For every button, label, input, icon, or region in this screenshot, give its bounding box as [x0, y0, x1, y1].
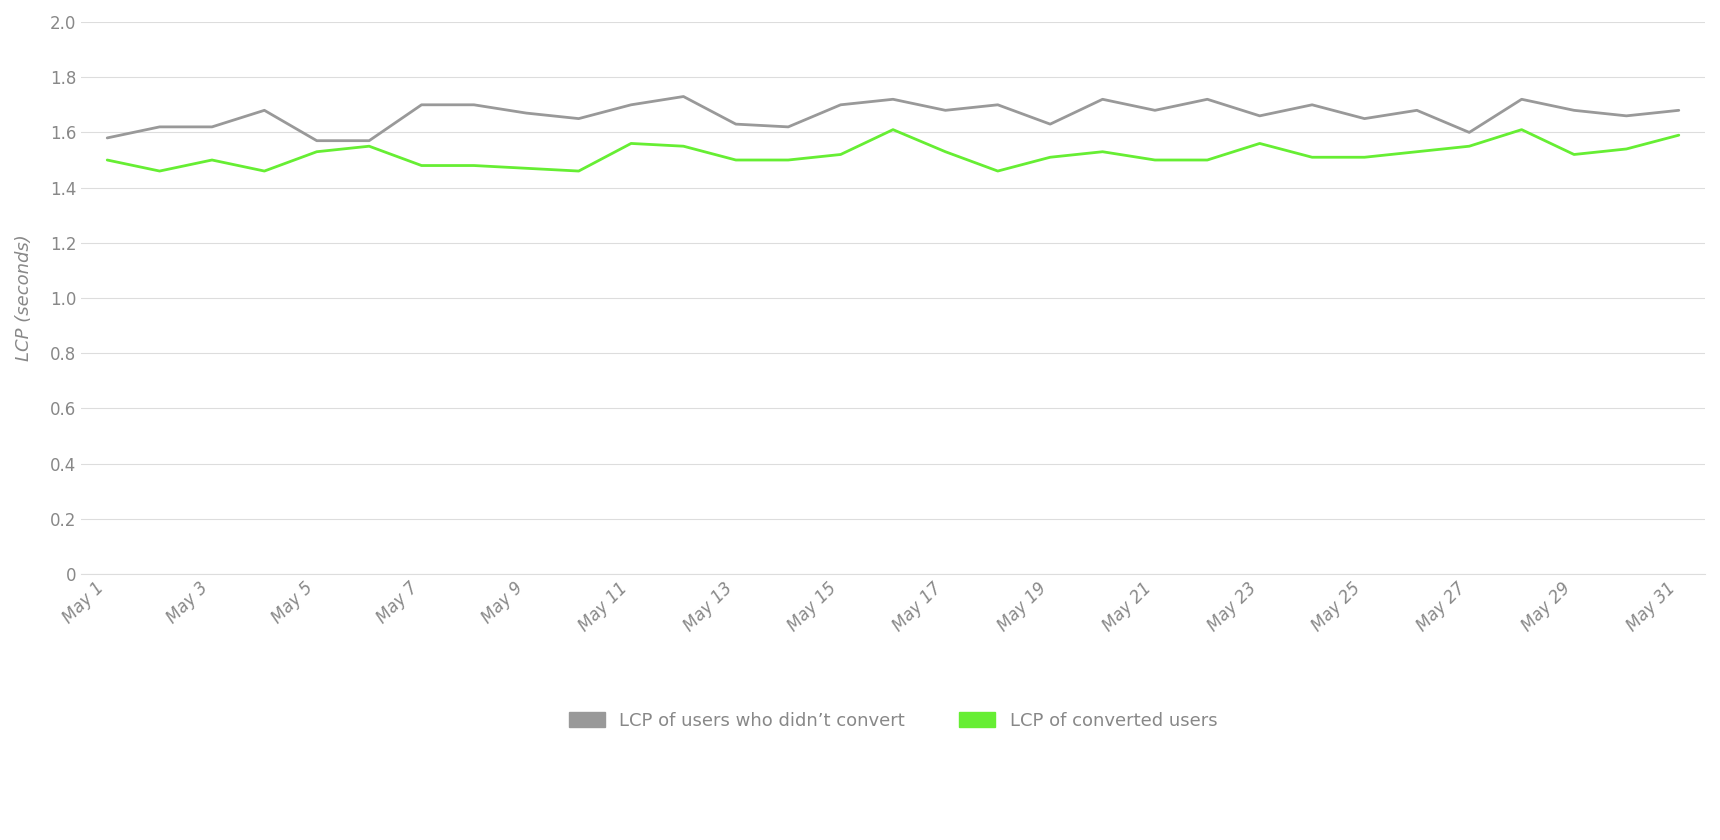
- LCP of users who didn’t convert: [1302, 100, 1323, 110]
- LCP of converted users: [673, 141, 693, 151]
- LCP of converted users: [726, 155, 746, 165]
- LCP of converted users: [150, 166, 170, 176]
- LCP of converted users: [464, 160, 485, 171]
- LCP of converted users: [1459, 141, 1479, 151]
- LCP of users who didn’t convert: [987, 100, 1008, 110]
- LCP of converted users: [359, 141, 380, 151]
- LCP of converted users: [1302, 152, 1323, 162]
- LCP of users who didn’t convert: [936, 105, 956, 115]
- LCP of converted users: [255, 166, 275, 176]
- LCP of users who didn’t convert: [255, 105, 275, 115]
- LCP of converted users: [1512, 124, 1533, 134]
- LCP of users who didn’t convert: [568, 113, 588, 123]
- LCP of converted users: [621, 139, 642, 149]
- LCP of users who didn’t convert: [726, 119, 746, 129]
- LCP of users who didn’t convert: [1407, 105, 1428, 115]
- LCP of converted users: [1249, 139, 1269, 149]
- LCP of converted users: [936, 147, 956, 157]
- LCP of users who didn’t convert: [1354, 113, 1374, 123]
- LCP of converted users: [987, 166, 1008, 176]
- LCP of users who didn’t convert: [464, 100, 485, 110]
- LCP of users who didn’t convert: [882, 94, 903, 104]
- LCP of converted users: [96, 155, 117, 165]
- LCP of users who didn’t convert: [150, 122, 170, 132]
- LCP of converted users: [568, 166, 588, 176]
- LCP of users who didn’t convert: [1144, 105, 1164, 115]
- LCP of users who didn’t convert: [201, 122, 222, 132]
- Line: LCP of converted users: LCP of converted users: [107, 129, 1679, 171]
- LCP of users who didn’t convert: [1092, 94, 1113, 104]
- LCP of users who didn’t convert: [1249, 111, 1269, 121]
- LCP of converted users: [201, 155, 222, 165]
- LCP of converted users: [1041, 152, 1061, 162]
- LCP of converted users: [1354, 152, 1374, 162]
- Legend: LCP of users who didn’t convert, LCP of converted users: LCP of users who didn’t convert, LCP of …: [561, 705, 1225, 737]
- LCP of users who didn’t convert: [1512, 94, 1533, 104]
- LCP of users who didn’t convert: [1197, 94, 1218, 104]
- LCP of users who didn’t convert: [1668, 105, 1689, 115]
- LCP of converted users: [1668, 130, 1689, 140]
- LCP of users who didn’t convert: [96, 133, 117, 143]
- LCP of converted users: [306, 147, 327, 157]
- LCP of users who didn’t convert: [621, 100, 642, 110]
- LCP of users who didn’t convert: [306, 135, 327, 145]
- LCP of users who didn’t convert: [777, 122, 798, 132]
- LCP of converted users: [516, 163, 537, 173]
- Y-axis label: LCP (seconds): LCP (seconds): [15, 234, 33, 361]
- LCP of converted users: [831, 150, 851, 160]
- LCP of users who didn’t convert: [831, 100, 851, 110]
- LCP of converted users: [882, 124, 903, 134]
- LCP of users who didn’t convert: [411, 100, 432, 110]
- LCP of converted users: [1144, 155, 1164, 165]
- LCP of converted users: [1197, 155, 1218, 165]
- LCP of users who didn’t convert: [359, 135, 380, 145]
- LCP of converted users: [1092, 147, 1113, 157]
- LCP of converted users: [1617, 144, 1637, 154]
- LCP of users who didn’t convert: [673, 92, 693, 102]
- LCP of users who didn’t convert: [1617, 111, 1637, 121]
- LCP of converted users: [411, 160, 432, 171]
- LCP of users who didn’t convert: [516, 108, 537, 118]
- LCP of users who didn’t convert: [1563, 105, 1584, 115]
- LCP of users who didn’t convert: [1459, 128, 1479, 138]
- LCP of converted users: [777, 155, 798, 165]
- LCP of converted users: [1563, 150, 1584, 160]
- Line: LCP of users who didn’t convert: LCP of users who didn’t convert: [107, 97, 1679, 140]
- LCP of converted users: [1407, 147, 1428, 157]
- LCP of users who didn’t convert: [1041, 119, 1061, 129]
